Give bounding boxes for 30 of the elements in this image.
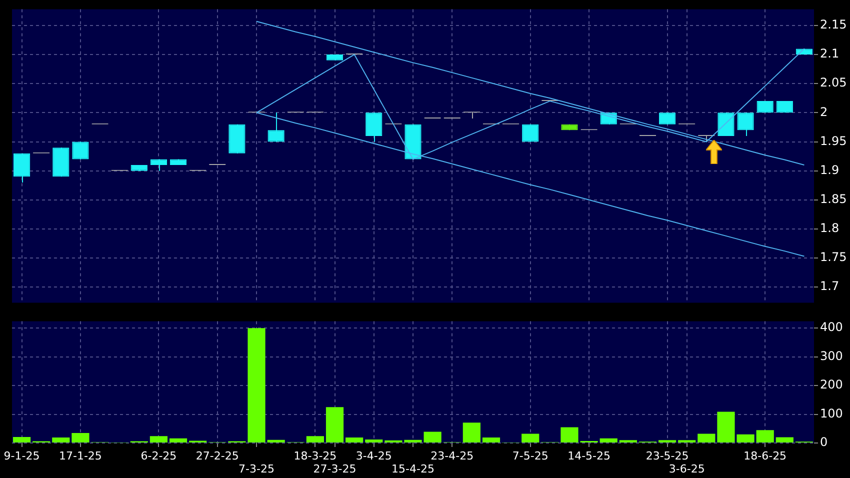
x-tick-label: 7-5-25 <box>512 449 548 462</box>
x-tick-label: 9-1-25 <box>4 449 40 462</box>
y-tick-label: 1.7 <box>820 279 840 294</box>
y-tick-label: 100 <box>820 406 843 420</box>
x-tick-label: 27-3-25 <box>313 462 356 476</box>
x-tick-label: 15-4-25 <box>392 462 434 476</box>
y-tick-label: 1.9 <box>820 162 840 177</box>
y-tick-label: 1.75 <box>820 250 847 264</box>
x-tick-label: 14-5-25 <box>568 449 611 462</box>
y-tick-label: 2.05 <box>820 76 847 90</box>
x-tick-label: 3-4-25 <box>356 449 392 462</box>
y-tick-label: 2 <box>820 104 828 119</box>
x-tick-label: 7-3-25 <box>238 462 274 476</box>
x-tick-label: 18-6-25 <box>744 449 787 462</box>
x-tick-label: 27-2-25 <box>196 449 239 462</box>
x-tick-label: 3-6-25 <box>668 462 705 476</box>
y-tick-label: 1.85 <box>820 192 847 206</box>
x-tick-label: 23-4-25 <box>430 449 474 462</box>
y-tick-label: 400 <box>820 320 843 334</box>
x-tick-label: 6-2-25 <box>140 449 177 462</box>
y-tick-label: 200 <box>820 378 843 392</box>
y-tick-label: 2.15 <box>820 18 847 32</box>
y-tick-label: 0 <box>820 435 828 450</box>
y-tick-label: 2.1 <box>820 46 840 61</box>
y-tick-label: 1.95 <box>820 134 847 148</box>
x-tick-label: 17-1-25 <box>58 449 102 462</box>
y-tick-label: 300 <box>820 348 843 363</box>
x-tick-label: 23-5-25 <box>646 449 689 462</box>
x-tick-label: 18-3-25 <box>294 449 337 462</box>
y-tick-label: 1.8 <box>820 221 840 236</box>
